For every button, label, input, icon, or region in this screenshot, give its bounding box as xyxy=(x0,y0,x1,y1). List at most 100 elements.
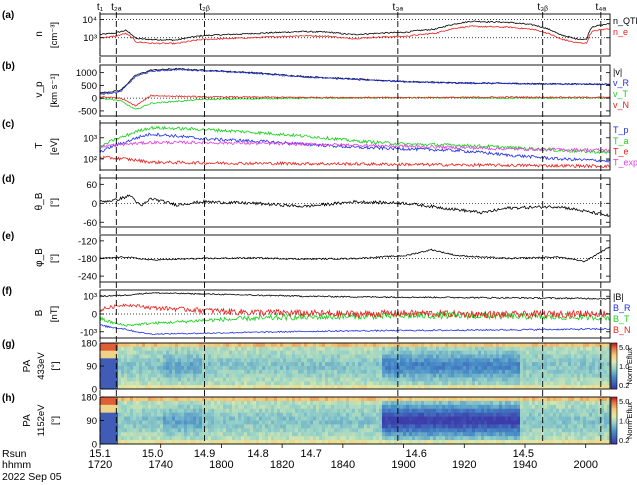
heat-cell xyxy=(454,428,458,433)
heat-cell xyxy=(397,432,401,437)
heat-cell xyxy=(550,416,554,421)
panel-d: 600-60θ_B [°] xyxy=(34,177,611,229)
heat-cell xyxy=(226,346,230,352)
heat-cell xyxy=(484,400,488,406)
heat-cell xyxy=(352,366,356,371)
heat-cell xyxy=(604,350,608,355)
heat-cell xyxy=(412,381,416,386)
heat-cell xyxy=(367,404,371,410)
heat-cell xyxy=(202,366,206,371)
heat-cell xyxy=(529,440,533,445)
heat-cell xyxy=(199,424,203,429)
heat-cell xyxy=(586,366,590,371)
heat-cell xyxy=(340,420,344,425)
heat-cell xyxy=(448,369,452,375)
heat-cell xyxy=(523,400,527,406)
heat-cell xyxy=(463,412,467,417)
heat-cell xyxy=(229,408,233,414)
heat-cell xyxy=(139,412,143,417)
heat-cell xyxy=(259,362,263,367)
heat-cell xyxy=(169,400,173,406)
heat-cell xyxy=(208,366,212,371)
heat-cell xyxy=(352,350,356,355)
heat-cell xyxy=(457,424,461,429)
heat-cell xyxy=(277,358,281,363)
heat-cell xyxy=(487,369,491,375)
heat-cell xyxy=(298,408,302,414)
heat-cell xyxy=(595,428,599,433)
heat-cell xyxy=(589,404,593,410)
heat-cell xyxy=(433,408,437,414)
heat-cell xyxy=(244,432,248,437)
heat-cell xyxy=(268,397,272,402)
heat-cell xyxy=(220,432,224,437)
heat-cell xyxy=(166,366,170,371)
heat-cell xyxy=(187,400,191,406)
heat-cell xyxy=(379,346,383,352)
heat-cell xyxy=(319,397,323,402)
heat-cell xyxy=(151,350,155,355)
heat-cell xyxy=(379,400,383,406)
legend-b: |B| xyxy=(613,292,624,302)
heat-cell xyxy=(478,397,482,402)
heat-cell xyxy=(517,412,521,417)
heat-cell xyxy=(457,354,461,359)
heat-cell xyxy=(280,362,284,367)
heat-cell xyxy=(265,424,269,429)
heat-cell xyxy=(376,362,380,367)
heat-cell xyxy=(565,412,569,417)
heat-cell xyxy=(307,381,311,386)
ylabel: PA xyxy=(22,414,33,427)
heat-cell xyxy=(172,420,176,425)
heat-cell xyxy=(289,381,293,386)
heat-cell xyxy=(112,350,116,355)
heat-cell xyxy=(439,412,443,417)
heat-cell xyxy=(193,428,197,433)
heat-cell xyxy=(211,358,215,363)
heat-cell xyxy=(130,424,134,429)
heat-cell xyxy=(466,420,470,425)
heat-cell xyxy=(574,412,578,417)
heat-cell xyxy=(331,420,335,425)
heat-cell xyxy=(211,420,215,425)
heat-cell xyxy=(412,366,416,371)
heat-cell xyxy=(556,424,560,429)
heat-cell xyxy=(334,404,338,410)
heat-cell xyxy=(493,377,497,382)
heat-cell xyxy=(355,416,359,421)
heat-cell xyxy=(124,416,128,421)
heat-cell xyxy=(259,358,263,363)
heat-cell xyxy=(370,366,374,371)
heat-cell xyxy=(319,440,323,445)
heat-cell xyxy=(295,369,299,375)
heat-cell xyxy=(205,350,209,355)
heat-cell xyxy=(535,416,539,421)
heat-cell xyxy=(325,362,329,367)
heat-cell xyxy=(463,440,467,445)
heat-cell xyxy=(223,350,227,355)
heat-cell xyxy=(586,385,590,390)
heat-cell xyxy=(241,366,245,371)
legend-nqtn: n_QTN xyxy=(613,16,637,26)
heat-cell xyxy=(160,408,164,414)
heat-cell xyxy=(175,385,179,390)
heat-cell xyxy=(448,385,452,390)
heat-cell xyxy=(205,362,209,367)
heat-cell xyxy=(349,397,353,402)
heat-cell xyxy=(121,381,125,386)
heat-cell xyxy=(601,420,605,425)
heat-cell xyxy=(301,440,305,445)
colorbar-cell xyxy=(611,420,617,423)
heat-cell xyxy=(319,400,323,406)
heat-cell xyxy=(490,377,494,382)
heat-cell xyxy=(319,377,323,382)
heat-cell xyxy=(106,420,110,425)
heat-cell xyxy=(484,428,488,433)
heat-cell xyxy=(376,404,380,410)
heat-cell xyxy=(511,346,515,352)
heat-cell xyxy=(364,350,368,355)
heat-cell xyxy=(160,432,164,437)
heat-cell xyxy=(448,412,452,417)
heat-cell xyxy=(448,350,452,355)
